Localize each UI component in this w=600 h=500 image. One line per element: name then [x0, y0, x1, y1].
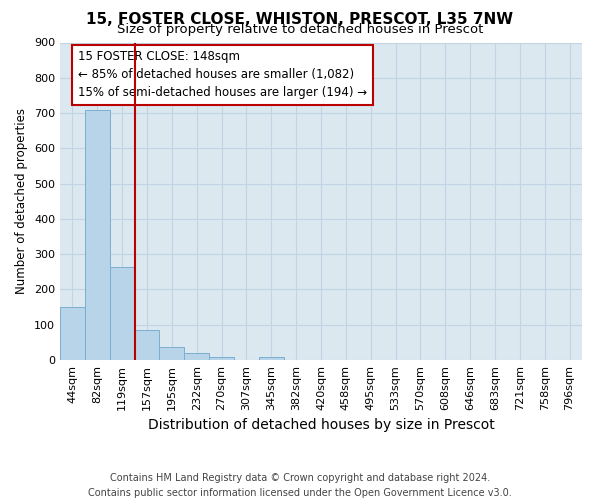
- Text: 15, FOSTER CLOSE, WHISTON, PRESCOT, L35 7NW: 15, FOSTER CLOSE, WHISTON, PRESCOT, L35 …: [86, 12, 514, 28]
- Bar: [85, 110, 110, 360]
- Text: Size of property relative to detached houses in Prescot: Size of property relative to detached ho…: [117, 22, 483, 36]
- Bar: [160, 346, 184, 360]
- Bar: [259, 357, 284, 360]
- Text: Contains HM Land Registry data © Crown copyright and database right 2024.
Contai: Contains HM Land Registry data © Crown c…: [88, 472, 512, 498]
- Bar: [184, 353, 209, 360]
- X-axis label: Distribution of detached houses by size in Prescot: Distribution of detached houses by size …: [148, 418, 494, 432]
- Bar: [134, 330, 160, 360]
- Bar: [209, 357, 234, 360]
- Y-axis label: Number of detached properties: Number of detached properties: [16, 108, 28, 294]
- Bar: [110, 266, 134, 360]
- Text: 15 FOSTER CLOSE: 148sqm
← 85% of detached houses are smaller (1,082)
15% of semi: 15 FOSTER CLOSE: 148sqm ← 85% of detache…: [78, 50, 367, 100]
- Bar: [60, 307, 85, 360]
